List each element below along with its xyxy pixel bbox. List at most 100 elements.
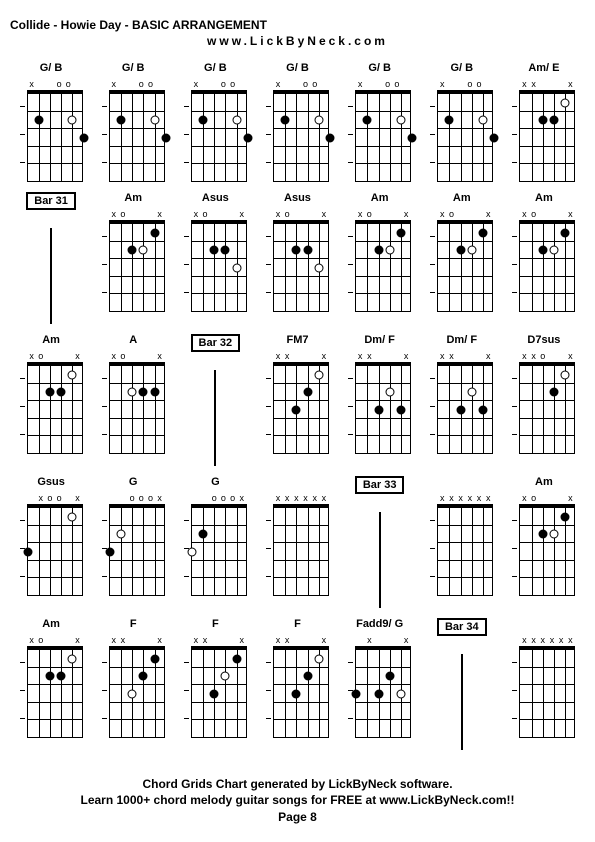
chord-diagram: xxx (266, 636, 329, 738)
mute-row: xox (109, 210, 165, 220)
grid-cell: G/ Bxoo (14, 62, 88, 182)
chord-label: F (294, 618, 301, 634)
grid-cell: Bar 32 (178, 334, 252, 466)
footer: Chord Grids Chart generated by LickByNec… (0, 776, 595, 826)
mute-row: xxxxxx (437, 494, 493, 504)
chord-label: Fadd9/ G (356, 618, 403, 634)
chord-label: F (130, 618, 137, 634)
chord-label: FM7 (286, 334, 308, 350)
grid-cell: G/ B xoo (96, 62, 170, 182)
grid-cell: xxxxxx (260, 476, 334, 608)
page-subtitle: www.LickByNeck.com (10, 34, 585, 48)
grid-cell: Dm/ F xxx (343, 334, 417, 466)
bar-divider (379, 512, 381, 608)
bar-label: Bar 34 (437, 618, 487, 636)
chord-label: A (129, 334, 137, 350)
mute-row: xxx (519, 80, 575, 90)
mute-row: xxox (519, 352, 575, 362)
chord-diagram: xxx (184, 636, 247, 738)
mute-row: xoo (273, 80, 329, 90)
chord-diagram: xx (348, 636, 411, 738)
mute-row: xxx (437, 352, 493, 362)
chord-diagram: xoo (430, 80, 493, 182)
chord-label: Gsus (37, 476, 65, 492)
mute-row: xoo (437, 80, 493, 90)
grid-cell: Am xox (507, 476, 581, 608)
grid-cell: Dm/ F xxx (425, 334, 499, 466)
chord-label: G/ B (204, 62, 227, 78)
grid-cell: Am/ E xxx (507, 62, 581, 182)
footer-page: Page 8 (0, 809, 595, 826)
bar-label: Bar 31 (26, 192, 76, 210)
footer-line-2: Learn 1000+ chord melody guitar songs fo… (0, 792, 595, 809)
chord-label: G/ B (122, 62, 145, 78)
mute-row: xxxxxx (273, 494, 329, 504)
chord-diagram: xox (102, 352, 165, 454)
chord-label: D7sus (527, 334, 560, 350)
mute-row: xox (519, 494, 575, 504)
grid-cell: G/ Bxoo (425, 62, 499, 182)
mute-row: xxx (355, 352, 411, 362)
chord-label: Am/ E (528, 62, 559, 78)
chord-diagram: xoo (20, 80, 83, 182)
mute-row: xox (519, 210, 575, 220)
chord-diagram: xxx (430, 352, 493, 454)
page-title: Collide - Howie Day - BASIC ARRANGEMENT (10, 18, 585, 32)
chord-diagram: xxox (512, 352, 575, 454)
chord-diagram: xxx (266, 352, 329, 454)
mute-row: xox (437, 210, 493, 220)
chord-label: Dm/ F (446, 334, 477, 350)
chord-diagram: xoox (20, 494, 83, 596)
chord-diagram: xox (512, 494, 575, 596)
mute-row: xoo (355, 80, 411, 90)
mute-row: xoo (27, 80, 83, 90)
grid-cell: Fxxx (96, 618, 170, 750)
bar-label: Bar 33 (355, 476, 405, 494)
mute-row: xoox (27, 494, 83, 504)
mute-row: xxx (109, 636, 165, 646)
mute-row: xox (109, 352, 165, 362)
grid-cell: Amxox (425, 192, 499, 324)
grid-cell: Bar 33 (343, 476, 417, 608)
chord-diagram: xox (20, 636, 83, 738)
chord-diagram: xxx (348, 352, 411, 454)
grid-cell: Am xox (14, 334, 88, 466)
mute-row: ooox (109, 494, 165, 504)
chord-label: Dm/ F (364, 334, 395, 350)
grid-cell: G/ Bxoo (260, 62, 334, 182)
grid-cell: Bar 34 (425, 618, 499, 750)
chord-diagram: xxx (102, 636, 165, 738)
mute-row: xox (27, 352, 83, 362)
chord-diagram: xox (512, 210, 575, 312)
chord-diagram: xox (20, 352, 83, 454)
chord-grid: G/ BxooG/ BxooG/ BxooG/ BxooG/ BxooG/ Bx… (10, 62, 585, 750)
chord-label: Am (535, 476, 553, 492)
chord-diagram: xox (430, 210, 493, 312)
chord-diagram: ooox (184, 494, 247, 596)
bar-label: Bar 32 (191, 334, 241, 352)
chord-diagram: xxx (512, 80, 575, 182)
chord-diagram: xxxxxx (430, 494, 493, 596)
chord-label: F (212, 618, 219, 634)
chord-diagram: xox (184, 210, 247, 312)
chord-diagram: xox (348, 210, 411, 312)
chord-label: G (129, 476, 138, 492)
chord-diagram: xoo (348, 80, 411, 182)
grid-cell: Gsus xoox (14, 476, 88, 608)
grid-cell: Axox (96, 334, 170, 466)
grid-cell: Amxox (14, 618, 88, 750)
mute-row: xox (355, 210, 411, 220)
chord-label: Am (42, 334, 60, 350)
grid-cell: D7sus xxox (507, 334, 581, 466)
mute-row: xxx (273, 636, 329, 646)
grid-cell: Am xox (343, 192, 417, 324)
grid-cell: Fadd9/ G xx (343, 618, 417, 750)
chord-label: Am (371, 192, 389, 208)
mute-row: xxx (191, 636, 247, 646)
bar-divider (214, 370, 216, 466)
bar-divider (50, 228, 52, 324)
grid-cell: G/ Bxoo (178, 62, 252, 182)
chord-diagram: xoo (102, 80, 165, 182)
grid-cell: G/ Bxoo (343, 62, 417, 182)
grid-cell: Bar 31 (14, 192, 88, 324)
